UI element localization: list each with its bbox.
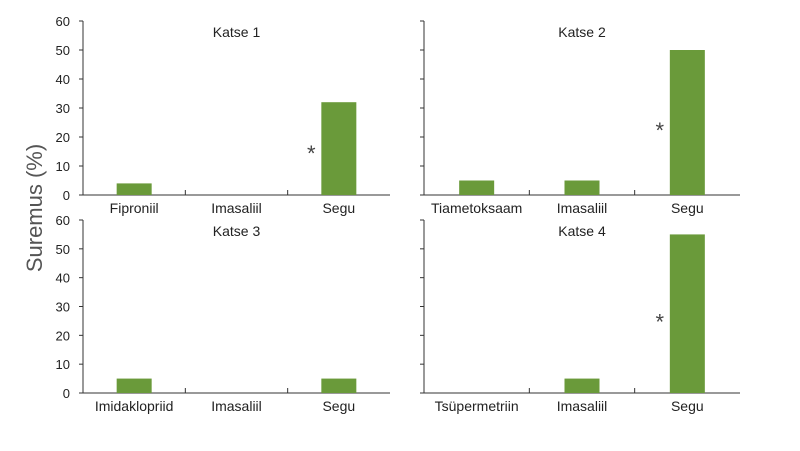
panel-1-x-tick-label: Fiproniil	[110, 200, 159, 216]
panel-1-x-tick-label: Imasaliil	[211, 200, 262, 216]
panel-1-y-tick-label: 40	[56, 72, 70, 87]
panel-3-x-tick-label: Imasaliil	[211, 398, 262, 414]
panel-1-bar-segu	[321, 102, 357, 195]
panel-3-y-tick-label: 40	[56, 271, 70, 286]
panel-3-x-tick-label: Imidaklopriid	[95, 398, 174, 414]
panel-3-y-tick-label: 0	[63, 386, 70, 401]
panel-3-bar-segu	[321, 378, 357, 393]
panel-4-significance-mark: *	[656, 310, 665, 335]
panel-1-y-tick-label: 30	[56, 101, 70, 116]
panel-1-title: Katse 1	[213, 24, 261, 40]
panel-2-bar-imasaliil	[564, 180, 600, 195]
panel-1-significance-mark: *	[307, 141, 316, 166]
panel-2-bar-tiametoksaam	[459, 180, 495, 195]
panel-1-y-tick-label: 50	[56, 43, 70, 58]
panel-3-y-tick-label: 10	[56, 357, 70, 372]
panel-2-x-tick-label: Segu	[671, 200, 704, 216]
panel-4-title: Katse 4	[558, 223, 606, 239]
panel-1-y-tick-label: 10	[56, 159, 70, 174]
panel-4-x-tick-label: Segu	[671, 398, 704, 414]
panel-3-y-tick-label: 20	[56, 328, 70, 343]
panel-1-y-tick-label: 60	[56, 14, 70, 29]
panel-4-bar-segu	[669, 234, 705, 393]
panel-3-title: Katse 3	[213, 223, 261, 239]
panel-2-x-tick-label: Imasaliil	[557, 200, 608, 216]
panel-3-y-tick-label: 50	[56, 242, 70, 257]
panel-2-title: Katse 2	[558, 24, 606, 40]
panel-4-x-tick-label: Imasaliil	[557, 398, 608, 414]
y-axis-label: Suremus (%)	[22, 144, 47, 272]
panel-1-y-tick-label: 20	[56, 130, 70, 145]
panel-1-bar-fiproniil	[116, 183, 152, 195]
panel-2-bar-segu	[669, 50, 705, 195]
panel-1-y-tick-label: 0	[63, 188, 70, 203]
panel-2-significance-mark: *	[656, 118, 665, 143]
panel-4-x-tick-label: Tsüpermetriin	[435, 398, 519, 414]
panel-3-y-tick-label: 30	[56, 300, 70, 315]
panel-4-bar-imasaliil	[564, 378, 600, 393]
panel-1-x-tick-label: Segu	[322, 200, 355, 216]
panel-2-x-tick-label: Tiametoksaam	[431, 200, 522, 216]
panel-3-bar-imidaklopriid	[116, 378, 152, 393]
panel-3-x-tick-label: Segu	[322, 398, 355, 414]
panel-3-y-tick-label: 60	[56, 213, 70, 228]
